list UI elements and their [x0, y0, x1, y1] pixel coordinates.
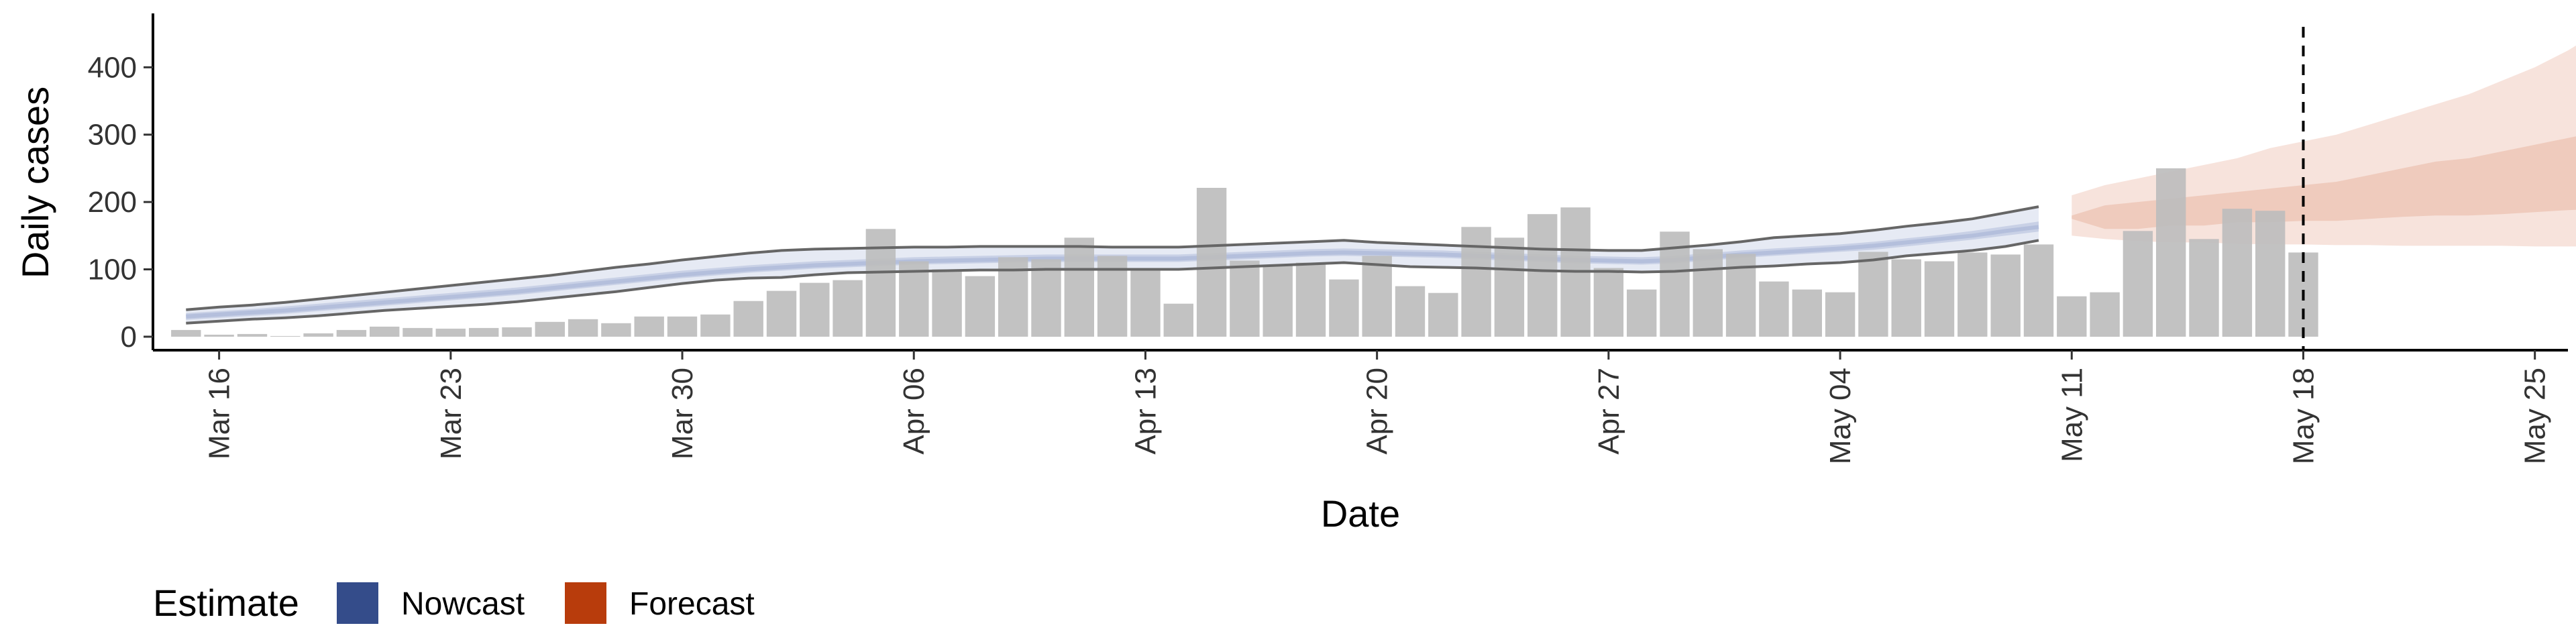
case-bar [237, 333, 268, 337]
case-bar [270, 335, 301, 337]
y-axis-title: Daily cases [14, 87, 56, 278]
case-bar [2156, 168, 2186, 337]
case-bar [303, 333, 333, 337]
case-bar [1924, 261, 1955, 337]
case-bar [1130, 269, 1161, 337]
case-bar [535, 321, 565, 337]
case-bar [2255, 211, 2286, 337]
case-bar [1693, 249, 1723, 337]
case-bar [435, 328, 466, 337]
case-bar [1031, 259, 1061, 337]
case-bar [171, 329, 201, 337]
case-bar [899, 261, 929, 337]
case-bar [336, 329, 367, 337]
case-bar [2057, 296, 2087, 337]
case-bar [1263, 264, 1293, 337]
y-tick-label: 400 [88, 51, 137, 84]
legend-label-forecast: Forecast [629, 586, 755, 622]
plot-area [171, 27, 2576, 350]
case-bar [1395, 286, 1426, 337]
case-bar [932, 269, 962, 337]
case-bar [1627, 289, 1657, 337]
case-bar [1230, 260, 1260, 337]
case-bar [1362, 256, 1392, 337]
case-bar [865, 229, 896, 337]
legend: Estimate Nowcast Forecast [153, 582, 755, 624]
x-tick-label: Apr 13 [1129, 368, 1162, 455]
forecast-band-50 [2072, 136, 2576, 229]
axes: 0 100 200 300 400 Mar 16 Mar 23 Mar 30 Apr 06 Apr… [88, 13, 2568, 464]
case-bar [469, 327, 499, 337]
case-bar [2189, 239, 2219, 337]
case-bar [1428, 292, 1458, 337]
case-bar [1097, 256, 1128, 337]
case-bar [700, 314, 731, 337]
legend-swatch-nowcast [337, 582, 378, 624]
case-bar [667, 316, 698, 337]
x-tick-label: Apr 20 [1361, 368, 1394, 455]
case-bar [634, 316, 664, 337]
x-tick-label: May 18 [2287, 368, 2320, 464]
case-bar [1792, 289, 1822, 337]
x-tick-label: Apr 06 [898, 368, 930, 455]
case-bar [965, 276, 996, 337]
case-bar [766, 290, 797, 337]
x-tick-label: May 25 [2519, 368, 2552, 464]
legend-label-nowcast: Nowcast [401, 586, 525, 622]
nowcast-lower-line [186, 239, 2039, 325]
case-bar [2222, 209, 2253, 337]
x-tick-label: Apr 27 [1593, 368, 1625, 455]
y-tick-label: 100 [88, 254, 137, 286]
case-bar [1593, 268, 1624, 337]
x-tick-label: Mar 23 [435, 368, 468, 460]
case-bar [1957, 252, 1988, 337]
x-tick-label: Mar 30 [666, 368, 699, 460]
nowcast-upper-line [186, 205, 2039, 311]
case-bar [800, 282, 830, 337]
case-bar [1163, 303, 1193, 337]
x-tick-label: May 04 [1824, 368, 1857, 464]
case-bar [1064, 237, 1094, 337]
y-tick-label: 0 [121, 321, 137, 354]
case-bar [601, 323, 631, 337]
legend-title: Estimate [153, 582, 299, 624]
case-bar [1329, 279, 1359, 337]
case-bar [2090, 292, 2120, 337]
case-bar [204, 334, 234, 337]
case-bar [568, 319, 598, 337]
legend-swatch-forecast [565, 582, 606, 624]
case-bar [733, 301, 763, 337]
case-bar [1295, 262, 1326, 337]
case-bar [833, 280, 863, 337]
case-bar [402, 327, 433, 337]
y-tick-label: 200 [88, 186, 137, 219]
case-bar [2123, 231, 2153, 337]
case-bar [1759, 281, 1789, 337]
y-tick-label: 300 [88, 119, 137, 152]
case-bar [2023, 244, 2054, 337]
x-tick-label: May 11 [2055, 368, 2088, 462]
case-bar [502, 327, 532, 337]
x-tick-label: Mar 16 [203, 368, 236, 460]
case-bar [1196, 188, 1227, 337]
case-bar [1825, 292, 1856, 337]
case-bar [1990, 254, 2021, 337]
case-bar [1858, 252, 1888, 337]
case-bar [370, 326, 400, 337]
case-bar [1527, 214, 1558, 337]
case-bar [1494, 237, 1525, 337]
x-axis-title: Date [1321, 492, 1400, 535]
case-bar [1461, 227, 1491, 337]
case-bar [1891, 259, 1921, 337]
